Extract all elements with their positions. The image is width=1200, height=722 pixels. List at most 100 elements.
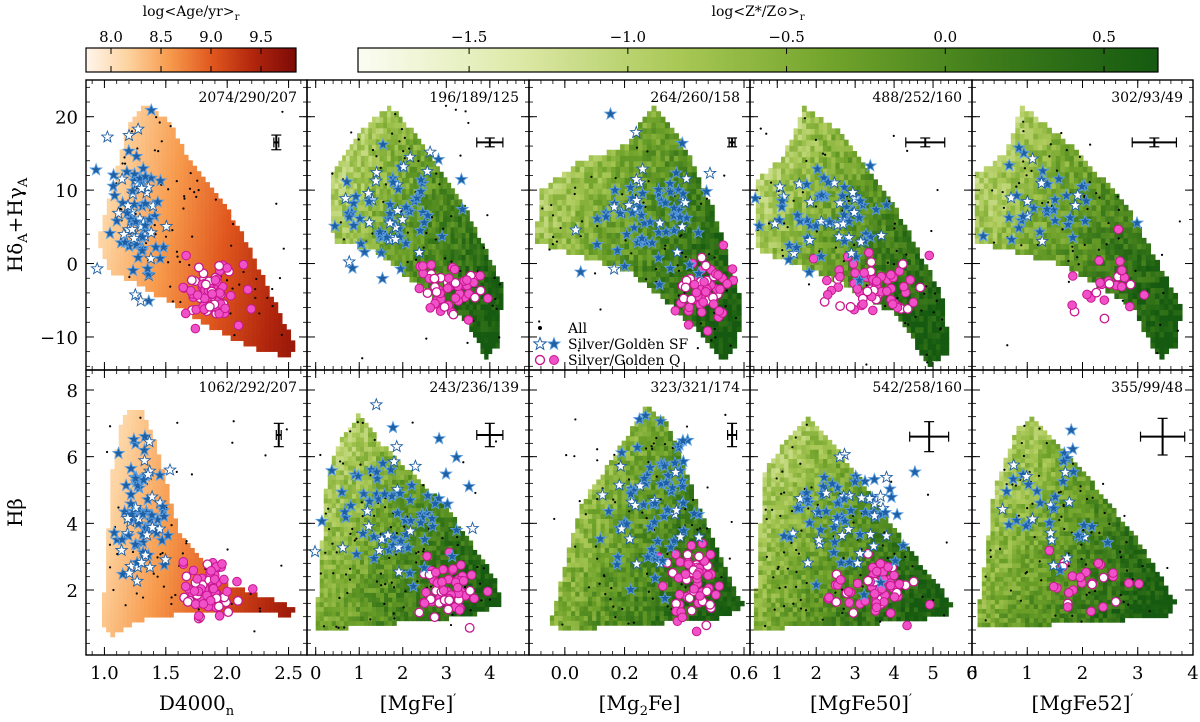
all-point bbox=[645, 517, 648, 520]
sf-star bbox=[109, 213, 124, 227]
sf-star bbox=[135, 243, 150, 257]
all-point bbox=[153, 224, 156, 227]
all-point bbox=[344, 573, 348, 576]
sf-star bbox=[351, 468, 366, 483]
sf-star bbox=[643, 460, 658, 474]
all-point bbox=[644, 447, 648, 450]
sf-star bbox=[614, 521, 629, 535]
sf-star bbox=[601, 504, 616, 518]
all-point bbox=[391, 132, 394, 135]
y-tick-label: 10 bbox=[55, 181, 78, 202]
sf-star bbox=[454, 172, 469, 186]
all-point bbox=[782, 605, 786, 608]
all-point bbox=[1107, 221, 1110, 225]
all-point bbox=[231, 222, 235, 226]
sf-star bbox=[346, 218, 361, 232]
q-circle bbox=[885, 580, 896, 591]
sf-star bbox=[954, 190, 966, 201]
x-tick-label: 3 bbox=[441, 663, 452, 684]
sf-star bbox=[393, 486, 408, 500]
q-circle bbox=[866, 257, 877, 268]
q-circle bbox=[1099, 295, 1110, 305]
sf-star bbox=[338, 191, 353, 205]
all-point bbox=[800, 529, 803, 532]
all-point bbox=[1017, 181, 1021, 185]
x-tick-label: 0.0 bbox=[551, 663, 580, 684]
all-point bbox=[375, 580, 378, 583]
all-point bbox=[1005, 483, 1008, 486]
all-point bbox=[136, 147, 139, 150]
sf-star bbox=[632, 199, 647, 213]
all-point bbox=[403, 525, 406, 528]
sf-star bbox=[393, 261, 408, 275]
all-point bbox=[255, 277, 258, 281]
sf-star bbox=[127, 231, 142, 245]
all-point bbox=[945, 541, 948, 544]
q-circle bbox=[887, 299, 898, 309]
sf-star bbox=[607, 261, 622, 276]
sf-star bbox=[412, 245, 427, 259]
all-point bbox=[578, 500, 581, 503]
all-point bbox=[242, 270, 245, 274]
q-circle bbox=[821, 275, 832, 286]
all-point bbox=[1037, 474, 1041, 477]
sf-star bbox=[678, 195, 693, 209]
sf-star bbox=[630, 440, 645, 454]
sf-star bbox=[361, 519, 376, 533]
q-circle bbox=[863, 575, 873, 586]
all-point bbox=[992, 241, 996, 244]
sf-star bbox=[873, 489, 888, 503]
all-point bbox=[1101, 482, 1105, 485]
all-point bbox=[728, 557, 731, 560]
all-point bbox=[911, 565, 914, 568]
sf-star bbox=[1009, 513, 1024, 527]
all-point bbox=[783, 222, 786, 225]
all-point bbox=[925, 353, 928, 356]
sf-star bbox=[138, 196, 153, 210]
all-point bbox=[1022, 160, 1025, 163]
q-circle bbox=[682, 549, 693, 560]
all-point bbox=[493, 276, 496, 279]
sf-star bbox=[153, 468, 167, 482]
legend-all-marker bbox=[538, 326, 542, 330]
q-circle bbox=[698, 297, 709, 307]
sf-star bbox=[692, 266, 706, 280]
all-point bbox=[1071, 245, 1074, 248]
all-point bbox=[361, 421, 364, 424]
colorbar-age-tick-label: 9.0 bbox=[199, 28, 223, 46]
model-grid-p2 bbox=[534, 105, 742, 360]
all-point bbox=[1011, 483, 1014, 486]
error-bar bbox=[727, 137, 738, 148]
q-circle bbox=[1093, 558, 1104, 569]
q-circle bbox=[905, 275, 916, 285]
sf-star bbox=[593, 531, 608, 545]
all-point bbox=[482, 567, 485, 570]
all-point bbox=[847, 199, 850, 202]
all-point bbox=[807, 507, 810, 510]
q-circle bbox=[209, 574, 220, 584]
all-point bbox=[403, 157, 406, 160]
all-point bbox=[327, 507, 330, 510]
q-circle bbox=[691, 626, 702, 637]
all-point bbox=[495, 307, 498, 311]
all-point bbox=[1009, 589, 1013, 592]
error-bar bbox=[1139, 417, 1186, 456]
all-point bbox=[395, 531, 398, 535]
y-tick-label: 8 bbox=[67, 381, 78, 402]
all-point bbox=[135, 592, 138, 595]
q-circle bbox=[1067, 271, 1078, 281]
all-point bbox=[1134, 269, 1137, 272]
all-point bbox=[676, 264, 679, 267]
all-point bbox=[462, 461, 465, 464]
all-point bbox=[1123, 514, 1126, 517]
all-point bbox=[551, 243, 554, 246]
sf-star bbox=[413, 515, 428, 529]
sf-star bbox=[650, 534, 665, 548]
q-circle bbox=[210, 275, 221, 285]
all-point bbox=[614, 616, 617, 619]
all-point bbox=[411, 421, 414, 424]
all-point bbox=[799, 598, 802, 602]
all-point bbox=[181, 552, 184, 555]
all-point bbox=[799, 607, 803, 610]
all-point bbox=[1103, 511, 1106, 515]
